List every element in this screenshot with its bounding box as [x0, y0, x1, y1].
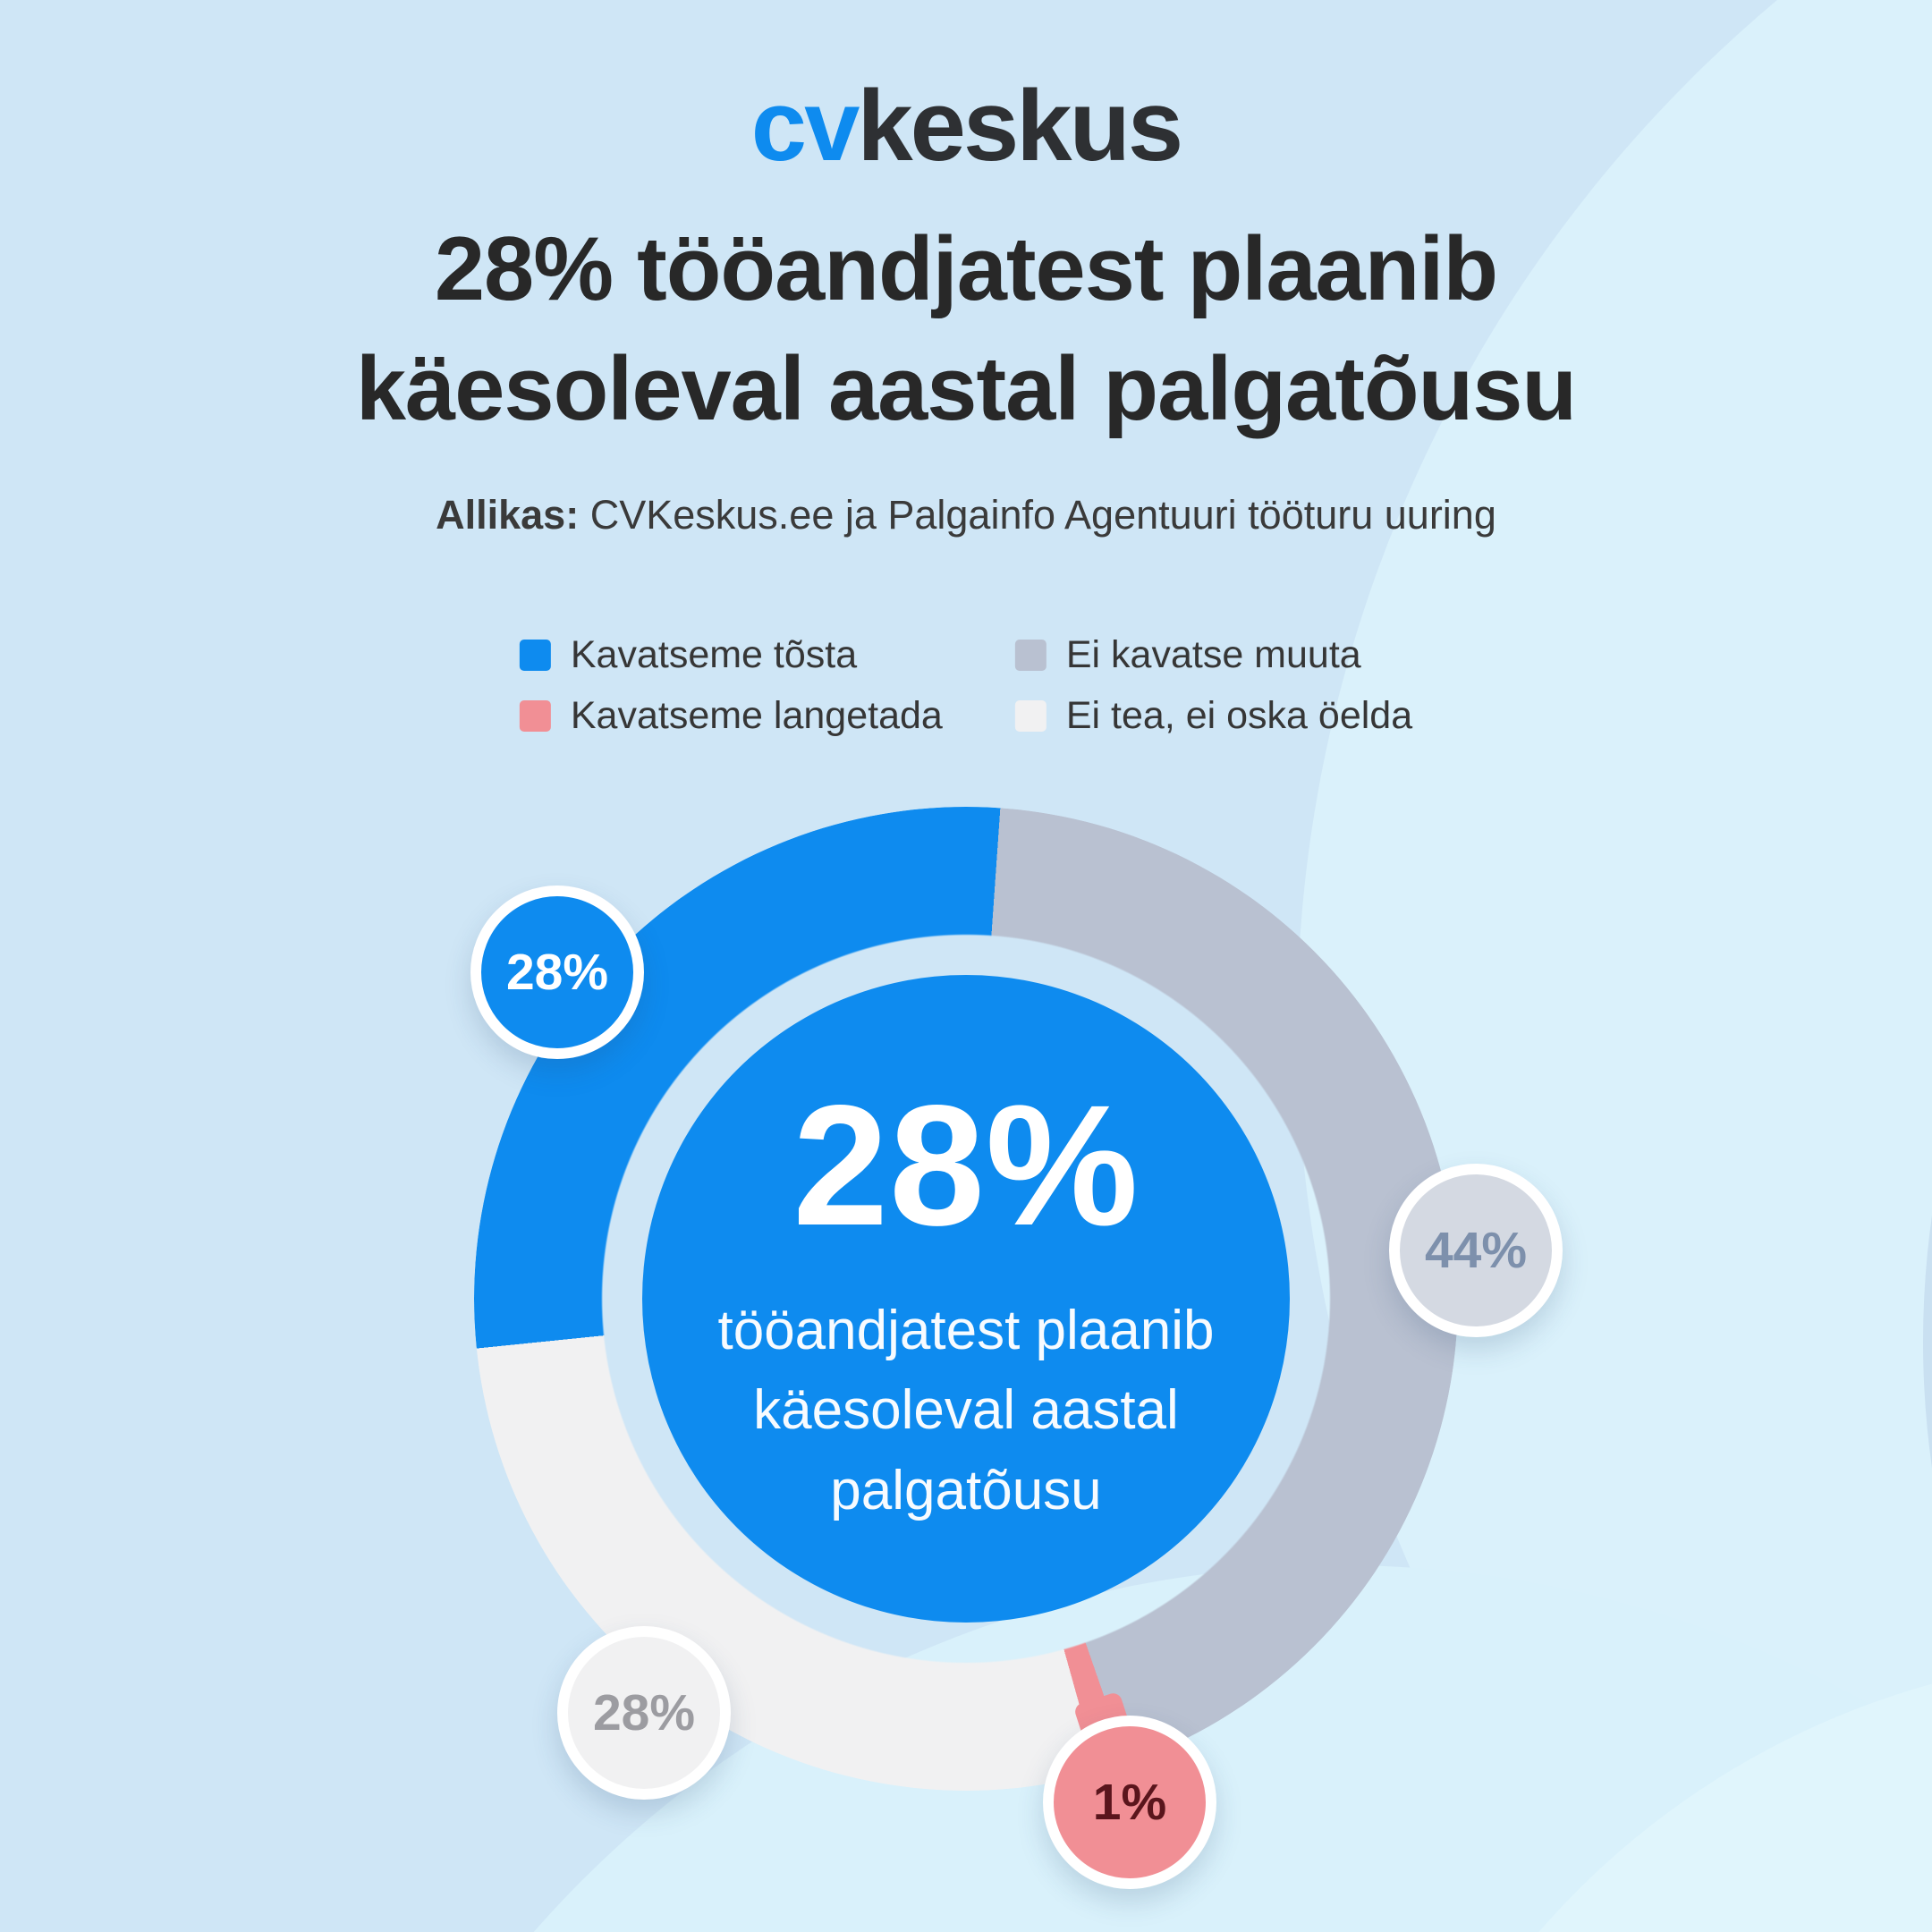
logo-keskus-text: keskus: [857, 70, 1183, 182]
callout-value: 28%: [592, 1684, 696, 1741]
callout-value: 28%: [505, 944, 609, 1001]
legend-label: Ei kavatse muuta: [1065, 632, 1361, 676]
legend-swatch-pink: [519, 699, 551, 732]
center-caption-line-2: käesoleval aastal: [753, 1379, 1179, 1442]
donut-center-circle: 28% tööandjatest plaanib käesoleval aast…: [642, 975, 1290, 1623]
callout-value: 1%: [1092, 1774, 1167, 1831]
callout-bubble-kavatseme-tosta: 28%: [470, 886, 644, 1059]
page-title: 28% tööandjatest plaanib käesoleval aasta…: [0, 209, 1932, 450]
callout-bubble-kavatseme-langetada: 1%: [1043, 1716, 1216, 1889]
center-caption-line-3: palgatõusu: [830, 1459, 1102, 1521]
source-line: Allikas: CVKeskus.ee ja Palgainfo Agentu…: [0, 492, 1932, 538]
center-caption-line-1: tööandjatest plaanib: [717, 1300, 1215, 1362]
legend-swatch-white: [1014, 699, 1046, 732]
legend-label: Kavatseme langetada: [570, 693, 943, 737]
title-line-2: käesoleval aastal palgatõusu: [355, 339, 1577, 440]
legend-swatch-gray: [1014, 639, 1046, 671]
brand-logo: cvkeskus: [0, 68, 1932, 183]
legend-item-kavatseme-langetada: Kavatseme langetada: [519, 685, 1015, 746]
legend-label: Kavatseme tõsta: [570, 632, 858, 676]
callout-bubble-ei-kavatse-muuta: 44%: [1389, 1164, 1563, 1337]
source-text: CVKeskus.ee ja Palgainfo Agentuuri töötu…: [589, 492, 1496, 538]
legend-swatch-blue: [519, 639, 551, 671]
logo-cv-mark: cv: [750, 70, 860, 182]
center-value: 28%: [792, 1069, 1140, 1262]
source-label: Allikas:: [436, 492, 580, 538]
callout-value: 44%: [1424, 1222, 1528, 1279]
legend-item-kavatseme-tosta: Kavatseme tõsta: [519, 624, 1015, 685]
legend-item-ei-tea: Ei tea, ei oska öelda: [1014, 685, 1413, 746]
title-line-1: 28% tööandjatest plaanib: [434, 219, 1498, 319]
center-caption: tööandjatest plaanib käesoleval aastal p…: [717, 1291, 1214, 1530]
chart-legend: Kavatseme tõsta Ei kavatse muuta Kavatse…: [519, 624, 1413, 746]
callout-bubble-ei-tea: 28%: [557, 1626, 731, 1800]
legend-item-ei-kavatse-muuta: Ei kavatse muuta: [1014, 624, 1412, 685]
legend-label: Ei tea, ei oska öelda: [1065, 693, 1413, 737]
